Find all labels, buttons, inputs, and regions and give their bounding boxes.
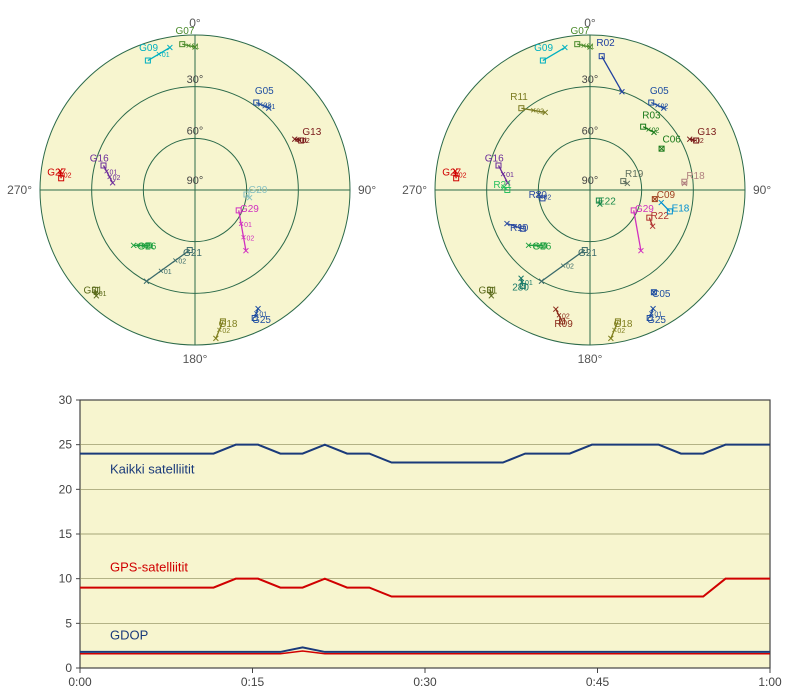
- x-tick-label: 0:45: [586, 675, 610, 689]
- sat-tick: 02: [536, 108, 544, 115]
- sat-tick: 02: [562, 313, 570, 320]
- sat-label: R18: [686, 171, 705, 182]
- sat-tick: 02: [696, 138, 704, 145]
- y-tick-label: 15: [59, 527, 73, 541]
- sat-label: R02: [596, 38, 615, 49]
- sat-tick: 02: [178, 258, 186, 265]
- series-label-gps-sats: GPS-satelliitit: [110, 560, 188, 575]
- sat-tick: 02: [566, 264, 574, 271]
- sat-tick: 02: [247, 235, 255, 242]
- axis-lbl-bottom: 180°: [183, 352, 208, 366]
- sat-tick: 01: [654, 311, 662, 318]
- ring-lbl: 60°: [582, 125, 599, 137]
- sat-label: G16: [485, 153, 504, 164]
- sat-label: G07: [571, 26, 590, 37]
- sat-R21: R21: [493, 180, 512, 193]
- sat-tick: 02: [64, 173, 72, 180]
- sat-label: G21: [578, 248, 597, 259]
- polar-left: 0°90°180°270°30°60°90°G050201G0701G0901G…: [7, 16, 376, 366]
- ring-lbl: 60°: [187, 125, 204, 137]
- sat-label: G20: [248, 185, 267, 196]
- sat-tick: 01: [192, 44, 200, 51]
- axis-lbl-right: 90°: [753, 183, 771, 197]
- x-tick-label: 0:15: [241, 675, 265, 689]
- sat-label: E22: [598, 197, 616, 208]
- series-label-gdop-all: GDOP: [110, 627, 148, 642]
- sat-tick: 01: [506, 172, 514, 179]
- sat-tick: 01: [164, 269, 172, 276]
- ring-lbl: 30°: [187, 74, 204, 86]
- sat-label: G07: [176, 26, 195, 37]
- sat-label: R21: [493, 180, 512, 191]
- axis-lbl-left: 270°: [7, 183, 32, 197]
- sat-tick: 01: [300, 138, 308, 145]
- sat-tick: 02: [222, 328, 230, 335]
- sat-tick: 02: [544, 194, 552, 201]
- axis-lbl-right: 90°: [358, 183, 376, 197]
- y-tick-label: 25: [59, 438, 73, 452]
- sat-label: R03: [642, 111, 661, 122]
- sat-label: G31: [478, 286, 497, 297]
- sat-label: R19: [625, 169, 644, 180]
- sat-G31: G31: [478, 286, 497, 299]
- sat-label: G13: [302, 127, 321, 138]
- y-tick-label: 20: [59, 482, 73, 496]
- sat-tick: 02: [142, 243, 150, 250]
- sat-label: C06: [663, 135, 682, 146]
- timeseries-chart: 0 5 10 15 20 25 30 0:00 0:15 0:30 0:45 1:00 Kaikki s…: [59, 393, 782, 689]
- ring-lbl: 30°: [582, 74, 599, 86]
- sat-label: R09: [554, 319, 573, 330]
- polar-right: 0°90°180°270°30°60°90°G0502G0701G09G1302…: [402, 16, 771, 366]
- sat-tick: 02: [660, 103, 668, 110]
- sat-label: E18: [672, 203, 690, 214]
- sat-C09: C09: [652, 190, 675, 201]
- sat-label: G05: [650, 86, 669, 97]
- sat-tick: 01: [268, 104, 276, 111]
- x-tick-label: 0:00: [68, 675, 92, 689]
- sat-label: G09: [534, 43, 553, 54]
- sat-tick: 01: [244, 222, 252, 229]
- ring-lbl: 90°: [187, 175, 204, 187]
- sat-tick: 02: [459, 173, 467, 180]
- sat-label: G16: [90, 153, 109, 164]
- y-tick-label: 10: [59, 572, 73, 586]
- sat-tick: 02: [617, 328, 625, 335]
- sat-tick: 01: [259, 311, 267, 318]
- sat-label: G21: [183, 248, 202, 259]
- sat-tick: 01: [162, 52, 170, 59]
- sat-label: G05: [255, 86, 274, 97]
- sat-tick: 01: [525, 280, 533, 287]
- sat-label: G13: [697, 127, 716, 138]
- sat-tick: 01: [99, 291, 107, 298]
- sat-label: G29: [240, 204, 259, 215]
- figure: 0°90°180°270°30°60°90°G050201G0701G0901G…: [0, 0, 801, 693]
- sat-tick: 02: [652, 128, 660, 135]
- sat-label: R22: [651, 211, 670, 222]
- axis-lbl-bottom: 180°: [578, 352, 603, 366]
- x-tick-label: 0:30: [413, 675, 437, 689]
- sat-label: G09: [139, 43, 158, 54]
- y-tick-label: 0: [65, 661, 72, 675]
- sat-tick: 02: [539, 243, 547, 250]
- sat-label: C05: [652, 289, 671, 300]
- sat-C05: C05: [651, 289, 671, 300]
- ring-lbl: 90°: [582, 175, 599, 187]
- sat-E22: E22: [596, 197, 616, 208]
- x-tick-label: 1:00: [758, 675, 782, 689]
- sat-tick: 01: [518, 224, 526, 231]
- y-tick-label: 30: [59, 393, 73, 407]
- axis-lbl-left: 270°: [402, 183, 427, 197]
- sat-tick: 01: [587, 44, 595, 51]
- y-tick-label: 5: [65, 616, 72, 630]
- sat-label: C09: [657, 190, 676, 201]
- sat-tick: 02: [113, 175, 121, 182]
- sat-label: R11: [510, 92, 528, 103]
- series-label-all-sats: Kaikki satelliitit: [110, 461, 195, 476]
